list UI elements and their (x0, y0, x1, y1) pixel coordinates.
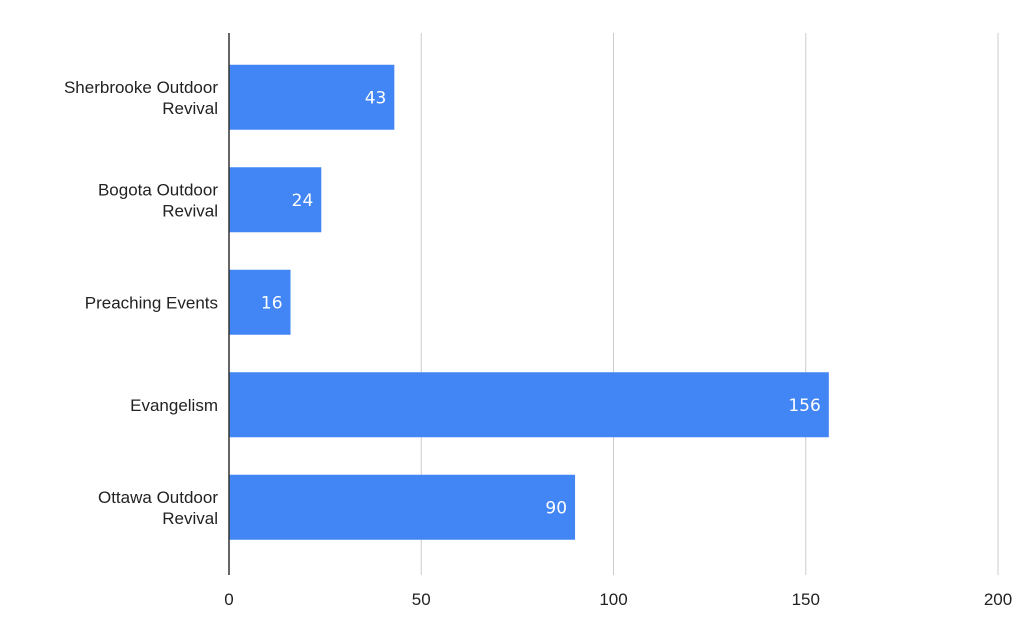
x-tick-label-150: 150 (792, 590, 820, 609)
bars (229, 64, 829, 540)
data-label-4: 90 (545, 498, 567, 518)
category-label-1: Bogota Outdoor Revival (98, 180, 218, 220)
x-tick-label-100: 100 (599, 590, 627, 609)
category-label-2: Preaching Events (85, 293, 218, 312)
category-label-line: Sherbrooke Outdoor (64, 78, 218, 97)
category-label-line: Preaching Events (85, 293, 218, 312)
bar-0 (229, 64, 395, 130)
x-tick-label-0: 0 (224, 590, 233, 609)
category-label-line: Evangelism (130, 396, 218, 415)
labels: 0 50 100 150 200 43 Sherbrooke Outdoor Revival 2… (64, 78, 1012, 609)
category-label-line: Revival (162, 509, 218, 528)
data-label-3: 156 (788, 396, 820, 416)
category-label-0: Sherbrooke Outdoor Revival (64, 78, 218, 118)
category-label-line: Revival (162, 201, 218, 220)
category-label-3: Evangelism (130, 396, 218, 415)
data-label-0: 43 (365, 88, 387, 108)
category-label-line: Bogota Outdoor (98, 180, 218, 199)
x-tick-label-50: 50 (412, 590, 431, 609)
data-label-1: 24 (292, 191, 314, 211)
category-label-4: Ottawa Outdoor Revival (98, 488, 218, 528)
bar-1 (229, 167, 322, 233)
data-label-2: 16 (261, 293, 283, 313)
category-label-line: Ottawa Outdoor (98, 488, 218, 507)
category-label-line: Revival (162, 99, 218, 118)
bar-3 (229, 372, 829, 438)
bar-2 (229, 269, 291, 335)
bar-4 (229, 474, 576, 540)
x-tick-label-200: 200 (984, 590, 1012, 609)
